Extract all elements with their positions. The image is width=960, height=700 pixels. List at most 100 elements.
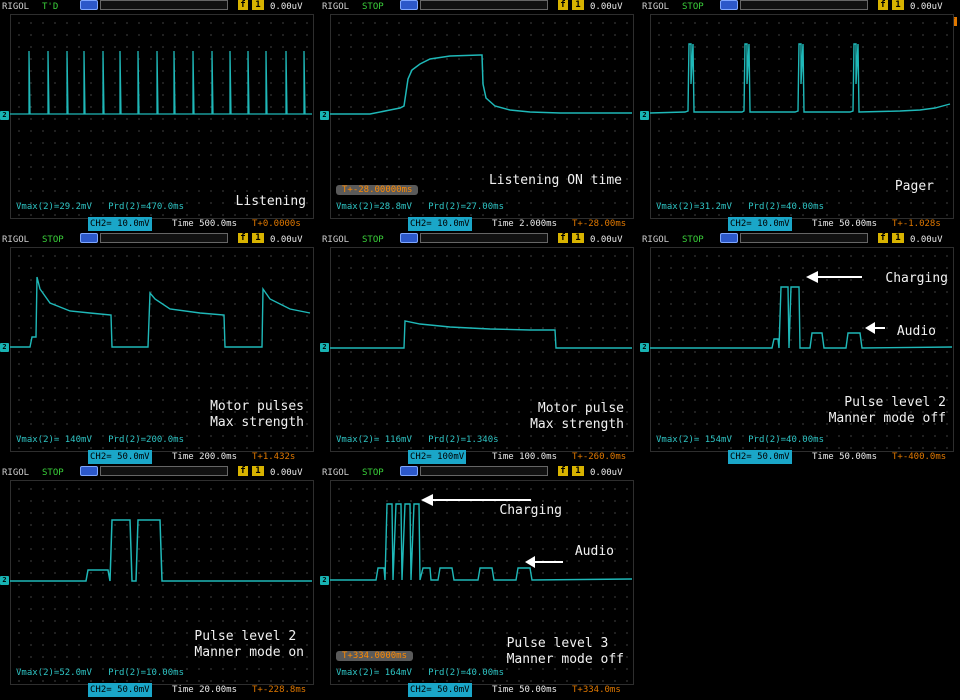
scope-panel-listening: RIGOL T'D f 1 0.00uV 2 Vmax(2)=29.2mV Pr…	[0, 0, 320, 233]
charging-label: Charging	[499, 503, 562, 518]
audio-label: Audio	[574, 544, 614, 559]
brand-label: RIGOL	[642, 2, 670, 12]
waveform-trace	[10, 519, 312, 582]
run-status: STOP	[42, 235, 64, 245]
waveform-trace	[650, 286, 952, 349]
scale-bar: CH2= 50.0mV Time 20.00ms T+-228.8ms	[0, 683, 320, 697]
measurements: Vmax(2)= 154mV Prd(2)=40.00ms	[656, 435, 824, 445]
audio-arrow	[865, 322, 885, 334]
period-readout: Prd(2)=470.0ms	[108, 202, 184, 212]
trigger-level: 0.00uV	[590, 235, 623, 245]
trigger-level: 0.00uV	[270, 235, 303, 245]
measurements: Vmax(2)= 116mV Prd(2)=1.340s	[336, 435, 499, 445]
panel-caption: Motor pulse Max strength	[530, 401, 624, 432]
trigger-offset: T+0.0000s	[252, 219, 301, 229]
trigger-slope-icon: f	[238, 0, 248, 10]
brand-label: RIGOL	[322, 235, 350, 245]
panel-caption: Pulse level 3 Manner mode off	[506, 636, 624, 667]
timebase-overview	[420, 0, 548, 10]
measurements: Vmax(2)=28.8mV Prd(2)=27.00ms	[336, 202, 504, 212]
timebase: Time 50.00ms	[812, 219, 878, 229]
run-status: STOP	[682, 2, 704, 12]
audio-label: Audio	[896, 324, 936, 339]
waveform-trace	[330, 503, 632, 581]
ch2-scale: CH2= 50.0mV	[88, 450, 152, 464]
brand-label: RIGOL	[2, 2, 30, 12]
trigger-source-icon: 1	[252, 0, 264, 10]
trigger-level: 0.00uV	[590, 2, 623, 12]
scope-panel-pager: RIGOL STOP f 1 0.00uV T 2 Vmax(2)=31.2mV…	[640, 0, 960, 233]
period-readout: Prd(2)=200.0ms	[108, 435, 184, 445]
scale-bar: CH2= 50.0mV Time 50.00ms T+-400.0ms	[640, 450, 960, 464]
trigger-offset: T+-1.028s	[892, 219, 941, 229]
ch2-scale: CH2= 10.0mV	[408, 217, 472, 231]
measurements: Vmax(2)=52.0mV Prd(2)=10.00ms	[16, 668, 184, 678]
channel-2-marker: 2	[320, 111, 329, 120]
measurements: Vmax(2)= 140mV Prd(2)=200.0ms	[16, 435, 184, 445]
memory-icon	[400, 466, 418, 476]
waveform-trace	[650, 43, 951, 114]
memory-icon	[400, 0, 418, 10]
waveform-screen	[10, 480, 314, 685]
timebase-overview	[100, 0, 228, 10]
memory-icon	[720, 233, 738, 243]
trigger-level: 0.00uV	[910, 235, 943, 245]
trigger-slope-icon: f	[238, 466, 248, 476]
scale-bar: CH2= 10.0mV Time 50.00ms T+-1.028s	[640, 217, 960, 231]
timebase: Time 20.00ms	[172, 685, 238, 695]
charging-arrow	[806, 271, 862, 283]
channel-2-marker: 2	[640, 111, 649, 120]
channel-2-marker: 2	[320, 343, 329, 352]
waveform-screen	[330, 247, 634, 452]
measurements: Vmax(2)=31.2mV Prd(2)=40.00ms	[656, 202, 824, 212]
status-bar: RIGOL STOP f 1 0.00uV	[0, 233, 320, 247]
measurements: Vmax(2)=29.2mV Prd(2)=470.0ms	[16, 202, 184, 212]
panel-caption: Pulse level 2 Manner mode on	[194, 629, 304, 660]
trigger-offset: T+334.0ms	[572, 685, 621, 695]
memory-icon	[80, 233, 98, 243]
trigger-offset: T+-260.0ms	[572, 452, 627, 462]
vmax-readout: Vmax(2)= 164mV	[336, 668, 412, 678]
panel-caption: Pulse level 2 Manner mode off	[828, 395, 946, 426]
memory-icon	[400, 233, 418, 243]
timebase: Time 500.0ms	[172, 219, 238, 229]
period-readout: Prd(2)=40.00ms	[748, 435, 824, 445]
trigger-source-icon: 1	[252, 233, 264, 243]
vmax-readout: Vmax(2)=52.0mV	[16, 668, 92, 678]
scope-panel-motor-pulse: RIGOL STOP f 1 0.00uV T 2 Vmax(2)= 116mV…	[320, 233, 640, 466]
trigger-slope-icon: f	[878, 0, 888, 10]
trigger-offset: T+1.432s	[252, 452, 296, 462]
timebase-overview	[100, 466, 228, 476]
status-bar: RIGOL STOP f 1 0.00uV	[320, 0, 640, 14]
brand-label: RIGOL	[2, 235, 30, 245]
channel-2-marker: 2	[0, 111, 9, 120]
scope-panel-pulse-level-3-off: RIGOL STOP f 1 0.00uV T 2 Charging Audio…	[320, 466, 640, 699]
vmax-readout: Vmax(2)= 154mV	[656, 435, 732, 445]
channel-2-marker: 2	[0, 343, 9, 352]
memory-icon	[80, 466, 98, 476]
trigger-source-icon: 1	[892, 0, 904, 10]
charging-label: Charging	[885, 271, 948, 286]
memory-icon	[80, 0, 98, 10]
channel-2-marker: 2	[640, 343, 649, 352]
run-status: STOP	[682, 235, 704, 245]
vmax-readout: Vmax(2)=31.2mV	[656, 202, 732, 212]
waveform-screen	[330, 14, 634, 219]
trigger-source-icon: 1	[892, 233, 904, 243]
timebase: Time 2.000ms	[492, 219, 558, 229]
status-bar: RIGOL STOP f 1 0.00uV	[320, 233, 640, 247]
timebase-overview	[420, 466, 548, 476]
charging-arrow	[421, 494, 531, 506]
trigger-level: 0.00uV	[590, 468, 623, 478]
run-status: STOP	[362, 468, 384, 478]
period-readout: Prd(2)=27.00ms	[428, 202, 504, 212]
trigger-slope-icon: f	[558, 466, 568, 476]
trigger-offset: T+-28.00ms	[572, 219, 627, 229]
waveform-trace	[330, 320, 632, 349]
waveform-trace	[10, 50, 312, 115]
audio-arrow	[525, 556, 563, 568]
waveform-screen	[650, 247, 954, 452]
trigger-offset-box: T+334.0000ms	[336, 651, 414, 661]
trigger-source-icon: 1	[572, 466, 584, 476]
run-status: STOP	[42, 468, 64, 478]
